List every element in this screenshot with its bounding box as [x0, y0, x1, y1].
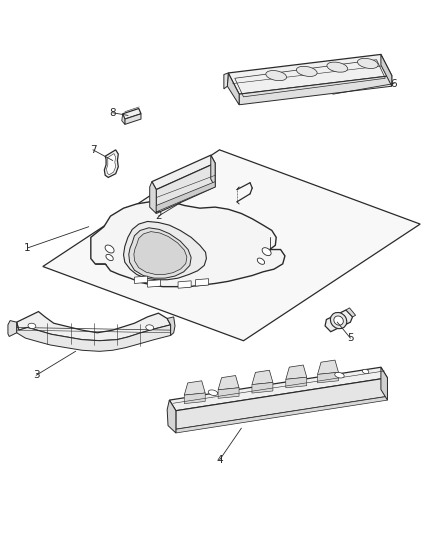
Ellipse shape — [326, 62, 347, 72]
Polygon shape — [227, 73, 239, 105]
Polygon shape — [176, 397, 387, 433]
Polygon shape — [106, 154, 116, 175]
Polygon shape — [223, 73, 228, 89]
Polygon shape — [17, 312, 170, 341]
Ellipse shape — [105, 245, 114, 253]
Polygon shape — [43, 150, 419, 341]
Polygon shape — [169, 367, 387, 411]
Ellipse shape — [330, 312, 346, 329]
Polygon shape — [317, 360, 338, 374]
Polygon shape — [167, 400, 176, 433]
Ellipse shape — [208, 390, 217, 395]
Text: 1: 1 — [24, 243, 31, 253]
Polygon shape — [228, 54, 391, 94]
Polygon shape — [178, 281, 191, 288]
Polygon shape — [123, 221, 206, 280]
Polygon shape — [122, 109, 141, 119]
Polygon shape — [345, 308, 355, 317]
Polygon shape — [104, 150, 118, 177]
Polygon shape — [17, 322, 170, 351]
Polygon shape — [176, 378, 387, 429]
Ellipse shape — [333, 316, 343, 325]
Polygon shape — [156, 163, 215, 214]
Polygon shape — [218, 387, 239, 398]
Text: 6: 6 — [390, 78, 396, 88]
Text: 3: 3 — [33, 370, 39, 380]
Polygon shape — [124, 114, 141, 124]
Polygon shape — [317, 372, 338, 383]
Polygon shape — [184, 381, 205, 395]
Ellipse shape — [265, 70, 286, 80]
Polygon shape — [210, 155, 215, 187]
Polygon shape — [380, 367, 387, 400]
Polygon shape — [285, 377, 306, 388]
Text: 7: 7 — [89, 145, 96, 155]
Ellipse shape — [334, 373, 343, 378]
Text: 8: 8 — [109, 108, 116, 118]
Polygon shape — [324, 310, 352, 332]
Ellipse shape — [296, 66, 316, 76]
Ellipse shape — [106, 254, 113, 261]
Ellipse shape — [261, 248, 271, 256]
Text: 5: 5 — [346, 333, 353, 343]
Ellipse shape — [357, 59, 377, 68]
Polygon shape — [149, 182, 156, 214]
Polygon shape — [380, 54, 391, 86]
Text: 2: 2 — [155, 211, 161, 221]
Polygon shape — [134, 232, 187, 274]
Polygon shape — [8, 320, 17, 336]
Polygon shape — [134, 276, 147, 284]
Polygon shape — [239, 76, 391, 105]
Polygon shape — [167, 317, 175, 335]
Ellipse shape — [362, 369, 368, 374]
Polygon shape — [152, 155, 215, 190]
Polygon shape — [156, 182, 215, 212]
Polygon shape — [218, 376, 239, 390]
Polygon shape — [128, 228, 191, 278]
Polygon shape — [251, 383, 272, 393]
Polygon shape — [251, 370, 272, 385]
Ellipse shape — [257, 258, 264, 264]
Polygon shape — [121, 114, 124, 124]
Polygon shape — [91, 200, 284, 287]
Polygon shape — [147, 280, 160, 287]
Polygon shape — [184, 393, 205, 403]
Polygon shape — [195, 279, 208, 286]
Text: 4: 4 — [215, 455, 223, 465]
Ellipse shape — [145, 325, 153, 330]
Polygon shape — [285, 365, 306, 379]
Ellipse shape — [28, 323, 36, 328]
